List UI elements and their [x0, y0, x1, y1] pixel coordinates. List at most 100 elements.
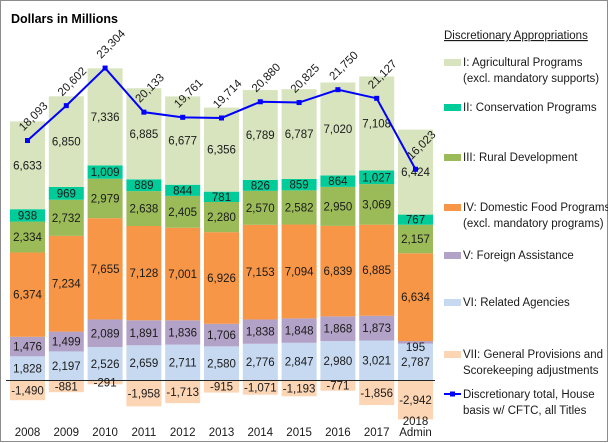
data-label: 1,499 [52, 337, 81, 349]
bar-segment [398, 129, 433, 215]
total-data-label: 20,880 [250, 62, 283, 95]
x-tick-label: 2008 [15, 427, 41, 439]
legend-swatch [444, 59, 461, 66]
data-label: 844 [173, 185, 193, 197]
data-label: 6,926 [207, 273, 236, 285]
x-tick-label: Admin [399, 427, 432, 439]
bar-segment [87, 347, 123, 381]
bar-segment [48, 186, 84, 200]
data-label: 2,950 [324, 201, 353, 213]
total-line-marker [25, 138, 30, 144]
bar-segment [204, 323, 239, 347]
bar-segment [87, 380, 123, 385]
bar-segment [126, 179, 162, 192]
total-data-label: 23,304 [95, 27, 129, 61]
legend-label: IV: Domestic Food Programs [463, 202, 608, 214]
data-label: 6,885 [130, 129, 159, 141]
data-label: 938 [18, 210, 37, 222]
bar-segment [126, 191, 162, 227]
bar-segment [320, 82, 356, 176]
total-line-marker [63, 103, 69, 109]
legend-swatch [444, 104, 461, 111]
legend-label: V: Foreign Assistance [463, 250, 574, 262]
bar-segment [281, 342, 317, 381]
data-label: 2,582 [285, 202, 314, 214]
data-label: 2,570 [246, 203, 275, 215]
bar-segment [165, 184, 201, 196]
data-label: 2,980 [324, 356, 353, 368]
x-tick-label: 2011 [132, 427, 157, 439]
bar-segment [320, 225, 356, 317]
data-label: 1,873 [362, 323, 391, 335]
data-label: -1,071 [244, 383, 277, 395]
bar-segment [126, 88, 162, 180]
data-label: 7,094 [285, 266, 314, 278]
total-data-label: 19,714 [211, 77, 245, 111]
bar-segment [87, 68, 123, 166]
data-label: 6,850 [52, 137, 81, 149]
legend-label: VI: Related Agencies [463, 297, 570, 309]
bar-segment [48, 351, 84, 381]
bar-segment [87, 178, 123, 219]
bar-segment [242, 343, 278, 381]
legend-marker [450, 391, 455, 397]
bar-segment [359, 184, 395, 225]
data-label: 1,476 [13, 342, 42, 354]
data-label: -291 [94, 377, 117, 389]
data-label: 864 [328, 176, 348, 188]
total-line-marker [102, 65, 108, 71]
bar-segment [48, 235, 84, 332]
bar-segment [281, 190, 317, 225]
bar-segment [398, 380, 433, 420]
total-line-marker [374, 95, 380, 101]
data-label: 7,655 [91, 264, 120, 276]
legend-swatch [444, 351, 461, 358]
x-tick-label: 2012 [170, 427, 196, 439]
bar-segment [126, 320, 162, 346]
data-label: 7,336 [91, 112, 120, 124]
legend-label: VII: General Provisions and [463, 349, 603, 361]
total-line-marker [219, 115, 224, 121]
data-label: -771 [326, 381, 349, 393]
data-label: 2,787 [401, 357, 430, 369]
data-label: 2,979 [91, 193, 120, 205]
data-label: -1,713 [166, 387, 199, 399]
data-label: 7,020 [324, 124, 353, 136]
data-label: 1,027 [362, 172, 391, 184]
legend: Discretionary Appropriations I: Agricultu… [444, 30, 608, 417]
x-tick-label: 2014 [248, 427, 274, 439]
data-label: 2,089 [91, 328, 120, 340]
data-label: 1,868 [324, 324, 353, 336]
data-label: 2,732 [52, 213, 81, 225]
data-label: 3,021 [362, 356, 391, 368]
bar-segment [165, 344, 201, 381]
bar-segment [242, 224, 278, 320]
bar-segment [48, 96, 84, 187]
data-label: 969 [57, 188, 76, 200]
x-tick-label: 2009 [54, 427, 80, 439]
bar-segment [10, 336, 45, 357]
data-label: 6,839 [324, 266, 353, 278]
data-label: 826 [251, 180, 270, 192]
bar-segment [242, 179, 278, 191]
data-label: 6,374 [13, 290, 42, 302]
legend-swatch [444, 204, 461, 211]
bar-segment [281, 318, 317, 343]
bar-segment [10, 380, 45, 401]
data-label: 2,847 [285, 357, 314, 369]
data-label: 1,891 [130, 328, 159, 340]
bar-segment [398, 253, 433, 342]
total-line-marker [335, 87, 341, 93]
bar-segment [165, 195, 201, 228]
data-label: -1,958 [128, 388, 161, 400]
legend-label: basis w/ CFTC, all Titles [463, 405, 587, 417]
x-axis-ticks: 2008 2009 2010 2011 2012 2013 2014 2015 2016 2017… [15, 416, 432, 439]
data-label: 6,885 [362, 265, 391, 277]
bar-segment [359, 224, 395, 316]
data-label: 6,633 [13, 160, 42, 172]
legend-swatch [444, 299, 461, 306]
data-label: 6,356 [207, 145, 236, 157]
data-label: 7,128 [130, 268, 159, 280]
